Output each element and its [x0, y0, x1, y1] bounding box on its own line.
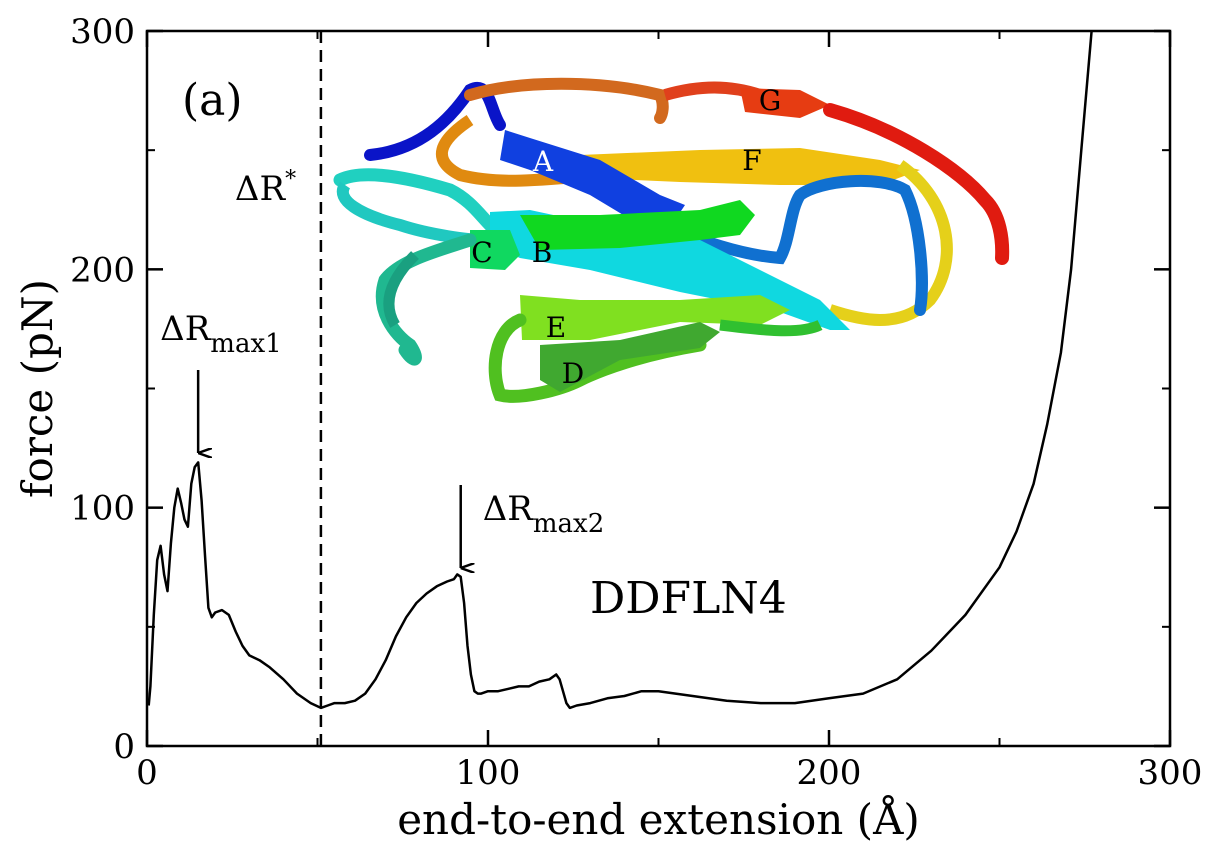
peak-label-1: ΔRmax1 — [160, 309, 282, 359]
protein-label: DDFLN4 — [590, 573, 787, 624]
strand-label-f: F — [742, 144, 761, 177]
vline-label: ΔR* — [235, 167, 296, 209]
x-axis-title: end-to-end extension (Å) — [397, 794, 920, 844]
x-tick-label: 100 — [456, 753, 521, 793]
y-tick-label: 200 — [70, 250, 135, 290]
x-tick-label: 200 — [797, 753, 862, 793]
axes: 0 100 200 300 0 100 200 300 end-to-end extension… — [13, 12, 1202, 844]
strand-label-a: A — [532, 145, 554, 178]
y-tick-label: 0 — [113, 727, 135, 767]
strand-label-e: E — [546, 311, 566, 344]
peak-label-2: ΔRmax2 — [483, 489, 605, 539]
x-tick-label: 300 — [1138, 753, 1203, 793]
x-tick-label: 0 — [136, 753, 158, 793]
annotations: ΔR* ΔRmax1 ΔRmax2 (a) DDFLN4 — [160, 75, 787, 624]
strand-label-g: G — [759, 84, 781, 117]
strand-label-b: B — [532, 236, 553, 269]
plot-marks — [147, 30, 1093, 746]
y-axis-title: force (pN) — [13, 279, 62, 498]
y-tick-label: 300 — [70, 12, 135, 52]
protein-structure-image: A B C D E F G — [333, 77, 1010, 403]
series-line-0 — [147, 30, 1093, 710]
strand-label-d: D — [562, 357, 584, 390]
strand-label-c: C — [471, 236, 492, 269]
panel-label: (a) — [182, 75, 243, 126]
plot-frame — [145, 29, 1172, 748]
y-tick-label: 100 — [70, 489, 135, 529]
